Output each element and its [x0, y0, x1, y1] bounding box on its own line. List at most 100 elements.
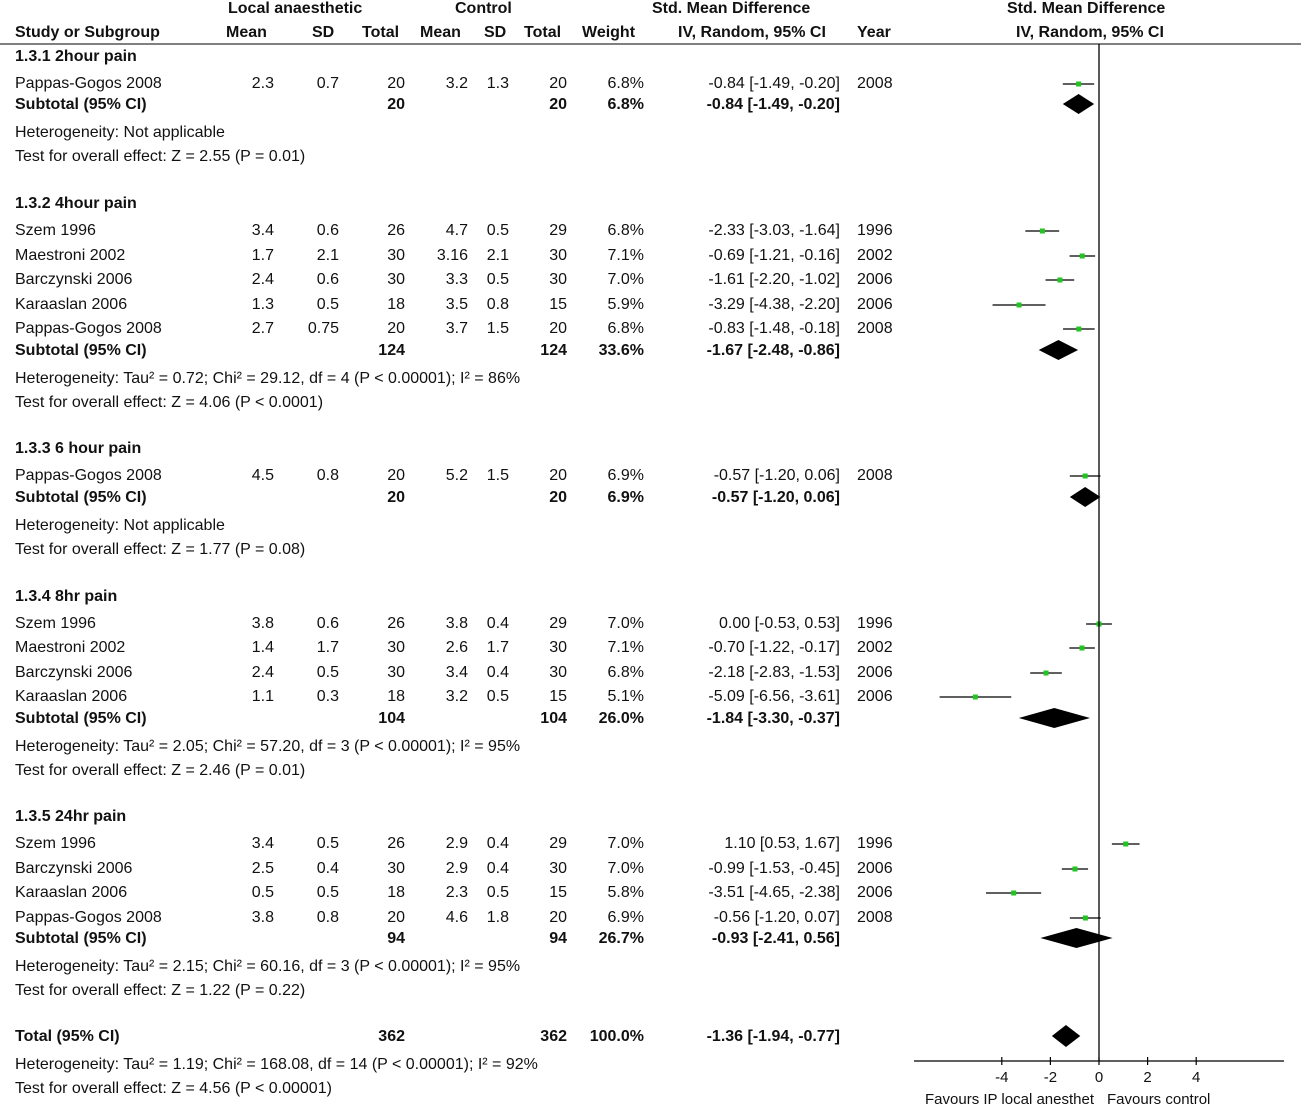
ci-text: -0.84 [-1.49, -0.20]	[706, 96, 840, 113]
weight: 7.1%	[607, 247, 644, 264]
weight: 6.8%	[607, 320, 644, 337]
c-mean: 3.4	[445, 664, 468, 681]
subgroup-title: 1.3.5 24hr pain	[15, 808, 127, 825]
point-estimate	[1079, 253, 1085, 259]
subtotal-label: Subtotal (95% CI)	[15, 342, 147, 359]
plot-header-title: Std. Mean Difference	[1007, 0, 1166, 17]
overall-effect-text: Test for overall effect: Z = 1.77 (P = 0…	[15, 541, 306, 558]
study-name: Barczynski 2006	[15, 271, 133, 288]
year: 2008	[857, 320, 893, 337]
c-sd: 0.4	[486, 664, 509, 681]
le-total: 18	[387, 688, 405, 705]
c-mean: 2.3	[445, 884, 468, 901]
subgroup-title: 1.3.2 4hour pain	[15, 195, 137, 212]
weight: 6.9%	[607, 467, 644, 484]
year: 2006	[857, 664, 893, 681]
c-total: 94	[549, 930, 567, 947]
c-sd: 1.5	[486, 320, 509, 337]
study-name: Pappas-Gogos 2008	[15, 75, 162, 92]
weight: 26.0%	[598, 710, 644, 727]
le-sd: 0.8	[316, 467, 339, 484]
c-mean: 2.6	[445, 639, 468, 656]
c-mean: 2.9	[445, 835, 468, 852]
c-sd: 1.3	[486, 75, 509, 92]
study-name: Maestroni 2002	[15, 639, 126, 656]
ci-text: 1.10 [0.53, 1.67]	[724, 835, 840, 852]
le-total: 20	[387, 467, 405, 484]
summary-diamond	[1018, 708, 1091, 728]
c-total: 15	[549, 296, 567, 313]
total-label: Total (95% CI)	[15, 1028, 120, 1045]
weight: 5.8%	[607, 884, 644, 901]
heterogeneity-text: Heterogeneity: Tau² = 0.72; Chi² = 29.12…	[15, 370, 521, 387]
le-sd: 0.6	[316, 222, 339, 239]
point-estimate	[1072, 866, 1078, 872]
study-name: Szem 1996	[15, 615, 96, 632]
point-estimate	[972, 694, 978, 700]
ci-text: -3.29 [-4.38, -2.20]	[708, 296, 840, 313]
le-mean: 2.5	[251, 860, 274, 877]
weight: 6.8%	[607, 96, 644, 113]
le-total: 104	[378, 710, 405, 727]
group-header-smd: Std. Mean Difference	[652, 0, 811, 17]
c-sd: 1.8	[486, 909, 509, 926]
ci-text: -0.69 [-1.21, -0.16]	[708, 247, 840, 264]
study-name: Pappas-Gogos 2008	[15, 909, 162, 926]
c-total: 30	[549, 860, 567, 877]
point-estimate	[1039, 228, 1045, 234]
c-sd: 1.7	[486, 639, 509, 656]
year: 1996	[857, 835, 893, 852]
c-sd: 0.5	[486, 884, 509, 901]
c-sd: 0.5	[486, 688, 509, 705]
point-estimate	[1082, 915, 1088, 921]
subtotal-label: Subtotal (95% CI)	[15, 930, 147, 947]
le-sd: 0.5	[316, 664, 339, 681]
x-tick-label: -2	[1044, 1069, 1057, 1086]
subgroup-title: 1.3.1 2hour pain	[15, 48, 137, 65]
le-total: 20	[387, 320, 405, 337]
col-header-c-sd: SD	[484, 24, 507, 41]
weight: 6.9%	[607, 909, 644, 926]
overall-effect-text: Test for overall effect: Z = 4.06 (P < 0…	[15, 394, 324, 411]
ci-text: -0.84 [-1.49, -0.20]	[708, 75, 840, 92]
c-mean: 4.6	[445, 909, 468, 926]
le-total: 20	[387, 96, 405, 113]
c-sd: 2.1	[486, 247, 509, 264]
le-total: 362	[378, 1028, 405, 1045]
point-estimate	[1011, 890, 1017, 896]
c-total: 20	[549, 467, 567, 484]
c-sd: 0.5	[486, 271, 509, 288]
year: 2006	[857, 271, 893, 288]
study-name: Karaaslan 2006	[15, 884, 128, 901]
ci-text: -3.51 [-4.65, -2.38]	[708, 884, 840, 901]
col-header-le-total: Total	[362, 24, 400, 41]
c-total: 29	[549, 222, 567, 239]
le-sd: 0.75	[307, 320, 339, 337]
ci-text: -5.09 [-6.56, -3.61]	[708, 688, 840, 705]
study-name: Karaaslan 2006	[15, 688, 128, 705]
le-mean: 1.4	[251, 639, 274, 656]
le-mean: 0.5	[251, 884, 274, 901]
weight: 6.9%	[607, 489, 644, 506]
year: 2008	[857, 75, 893, 92]
le-mean: 3.4	[251, 835, 274, 852]
weight: 100.0%	[589, 1028, 644, 1045]
col-header-c-mean: Mean	[420, 24, 461, 41]
heterogeneity-text: Heterogeneity: Not applicable	[15, 517, 225, 534]
overall-effect-text: Test for overall effect: Z = 2.55 (P = 0…	[15, 148, 306, 165]
le-mean: 2.4	[251, 664, 274, 681]
weight: 5.1%	[607, 688, 644, 705]
c-total: 15	[549, 688, 567, 705]
weight: 7.0%	[607, 615, 644, 632]
le-mean: 1.1	[251, 688, 274, 705]
col-header-le-mean: Mean	[226, 24, 267, 41]
point-estimate	[1076, 81, 1082, 87]
study-name: Barczynski 2006	[15, 664, 133, 681]
c-total: 29	[549, 835, 567, 852]
le-total: 30	[387, 247, 405, 264]
total-diamond	[1051, 1025, 1081, 1047]
le-mean: 4.5	[251, 467, 274, 484]
c-sd: 0.8	[486, 296, 509, 313]
le-sd: 0.4	[316, 860, 339, 877]
